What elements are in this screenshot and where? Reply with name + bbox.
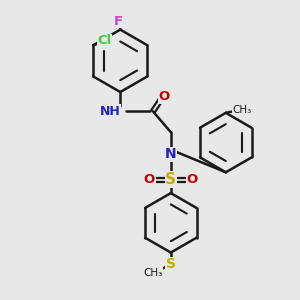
Text: S: S	[166, 257, 176, 272]
Text: S: S	[165, 172, 176, 187]
Text: O: O	[159, 90, 170, 103]
Text: N: N	[165, 148, 177, 161]
Text: NH: NH	[100, 105, 120, 118]
Text: CH₃: CH₃	[232, 105, 252, 115]
Text: O: O	[187, 173, 198, 186]
Text: O: O	[144, 173, 155, 186]
Text: CH₃: CH₃	[143, 268, 163, 278]
Text: F: F	[114, 15, 123, 28]
Text: Cl: Cl	[98, 34, 112, 47]
